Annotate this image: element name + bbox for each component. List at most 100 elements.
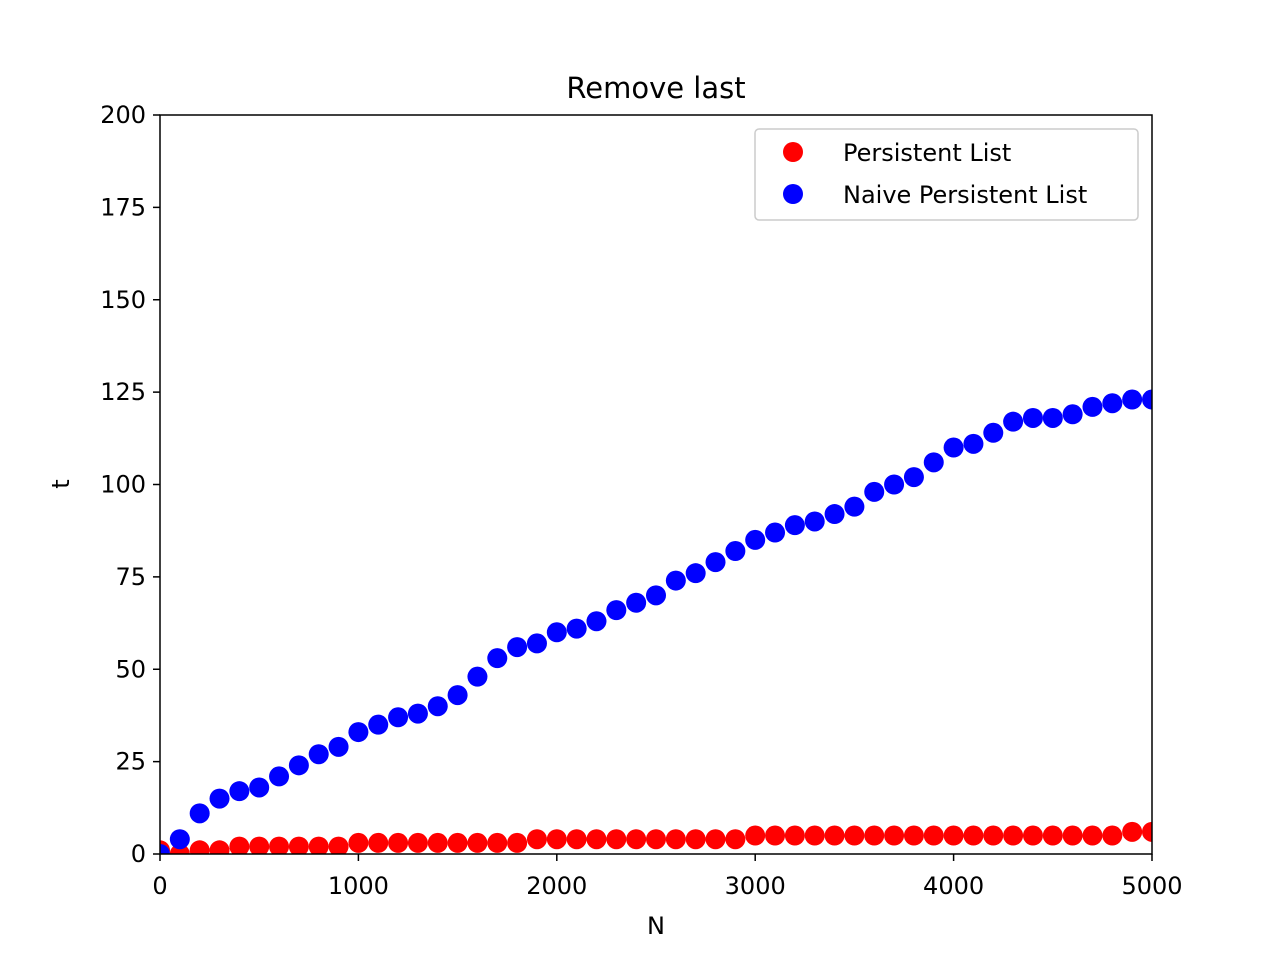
data-point-persistent-list — [487, 832, 508, 853]
data-point-persistent-list — [606, 829, 627, 850]
data-point-persistent-list — [586, 829, 607, 850]
y-tick-label: 150 — [100, 286, 146, 314]
data-point-naive-persistent-list — [526, 633, 547, 654]
data-point-naive-persistent-list — [685, 563, 706, 584]
data-point-persistent-list — [1142, 821, 1152, 842]
data-point-naive-persistent-list — [189, 803, 210, 824]
data-point-persistent-list — [269, 836, 290, 854]
data-point-naive-persistent-list — [308, 744, 329, 765]
data-point-naive-persistent-list — [1142, 389, 1152, 410]
data-point-naive-persistent-list — [844, 496, 865, 517]
data-point-naive-persistent-list — [546, 622, 567, 643]
data-point-persistent-list — [328, 836, 349, 854]
x-tick-label: 4000 — [923, 872, 984, 900]
data-point-persistent-list — [804, 825, 825, 846]
data-point-persistent-list — [646, 829, 666, 850]
data-point-naive-persistent-list — [824, 504, 845, 525]
y-tick-label: 50 — [115, 655, 146, 683]
data-point-persistent-list — [705, 829, 726, 850]
data-point-naive-persistent-list — [705, 552, 726, 573]
data-point-naive-persistent-list — [884, 474, 905, 495]
data-point-persistent-list — [566, 829, 587, 850]
data-point-persistent-list — [943, 825, 964, 846]
data-point-naive-persistent-list — [983, 422, 1004, 443]
data-point-naive-persistent-list — [467, 666, 488, 687]
data-point-naive-persistent-list — [487, 648, 508, 669]
data-point-naive-persistent-list — [646, 585, 666, 606]
data-point-naive-persistent-list — [269, 766, 290, 787]
data-point-persistent-list — [288, 836, 309, 854]
data-point-persistent-list — [546, 829, 567, 850]
data-point-persistent-list — [427, 832, 448, 853]
y-tick-label: 175 — [100, 193, 146, 221]
data-point-persistent-list — [209, 840, 230, 854]
x-tick-label: 5000 — [1121, 872, 1182, 900]
data-point-naive-persistent-list — [903, 467, 924, 488]
data-point-persistent-list — [1102, 825, 1123, 846]
data-point-naive-persistent-list — [407, 703, 428, 724]
plot-frame — [159, 114, 1153, 855]
data-point-naive-persistent-list — [427, 696, 448, 717]
legend-box — [754, 128, 1139, 221]
data-point-naive-persistent-list — [288, 755, 309, 776]
data-point-naive-persistent-list — [784, 515, 805, 536]
data-point-naive-persistent-list — [765, 522, 786, 543]
data-point-persistent-list — [725, 829, 746, 850]
data-point-naive-persistent-list — [1042, 407, 1063, 428]
data-point-persistent-list — [884, 825, 905, 846]
data-point-naive-persistent-list — [606, 600, 627, 621]
y-tick-label: 25 — [115, 748, 146, 776]
data-point-persistent-list — [685, 829, 706, 850]
data-point-naive-persistent-list — [745, 529, 766, 550]
data-point-persistent-list — [1003, 825, 1024, 846]
data-point-naive-persistent-list — [725, 541, 746, 562]
data-point-persistent-list — [765, 825, 786, 846]
y-tick-label: 200 — [100, 101, 146, 129]
data-point-persistent-list — [348, 832, 369, 853]
data-point-persistent-list — [368, 832, 389, 853]
y-tick-label: 0 — [131, 840, 146, 868]
data-point-persistent-list — [447, 832, 468, 853]
data-point-persistent-list — [1082, 825, 1103, 846]
legend-marker-persistent-list — [783, 142, 803, 162]
data-point-naive-persistent-list — [566, 618, 587, 639]
data-point-naive-persistent-list — [447, 685, 468, 706]
legend-marker-naive-persistent-list — [783, 184, 803, 204]
data-point-persistent-list — [1062, 825, 1083, 846]
y-tick-label: 75 — [115, 563, 146, 591]
data-point-persistent-list — [526, 829, 547, 850]
data-point-naive-persistent-list — [249, 777, 270, 798]
data-point-naive-persistent-list — [586, 611, 607, 632]
data-point-naive-persistent-list — [1022, 407, 1043, 428]
y-tick-label: 100 — [100, 471, 146, 499]
data-point-persistent-list — [864, 825, 885, 846]
data-point-naive-persistent-list — [507, 637, 528, 658]
data-point-naive-persistent-list — [348, 722, 369, 743]
x-tick-label: 2000 — [526, 872, 587, 900]
data-point-naive-persistent-list — [229, 781, 250, 802]
data-point-naive-persistent-list — [388, 707, 409, 728]
data-point-persistent-list — [1022, 825, 1043, 846]
data-point-persistent-list — [665, 829, 686, 850]
data-point-persistent-list — [249, 836, 270, 854]
x-tick-label: 1000 — [328, 872, 389, 900]
data-point-naive-persistent-list — [169, 829, 190, 850]
data-point-persistent-list — [507, 832, 528, 853]
data-point-naive-persistent-list — [1082, 396, 1103, 417]
data-point-persistent-list — [784, 825, 805, 846]
data-point-naive-persistent-list — [923, 452, 944, 473]
data-point-persistent-list — [229, 836, 250, 854]
legend: Persistent List Naive Persistent List — [754, 128, 1139, 221]
data-point-persistent-list — [963, 825, 984, 846]
data-point-naive-persistent-list — [1062, 404, 1083, 425]
data-point-naive-persistent-list — [1122, 389, 1143, 410]
data-point-persistent-list — [189, 840, 210, 854]
data-point-naive-persistent-list — [626, 592, 647, 613]
x-tick-label: 3000 — [725, 872, 786, 900]
data-point-persistent-list — [467, 832, 488, 853]
legend-label-naive-persistent-list: Naive Persistent List — [843, 181, 1087, 209]
data-point-persistent-list — [626, 829, 647, 850]
y-axis-label: t — [47, 479, 75, 488]
data-point-naive-persistent-list — [160, 844, 170, 854]
